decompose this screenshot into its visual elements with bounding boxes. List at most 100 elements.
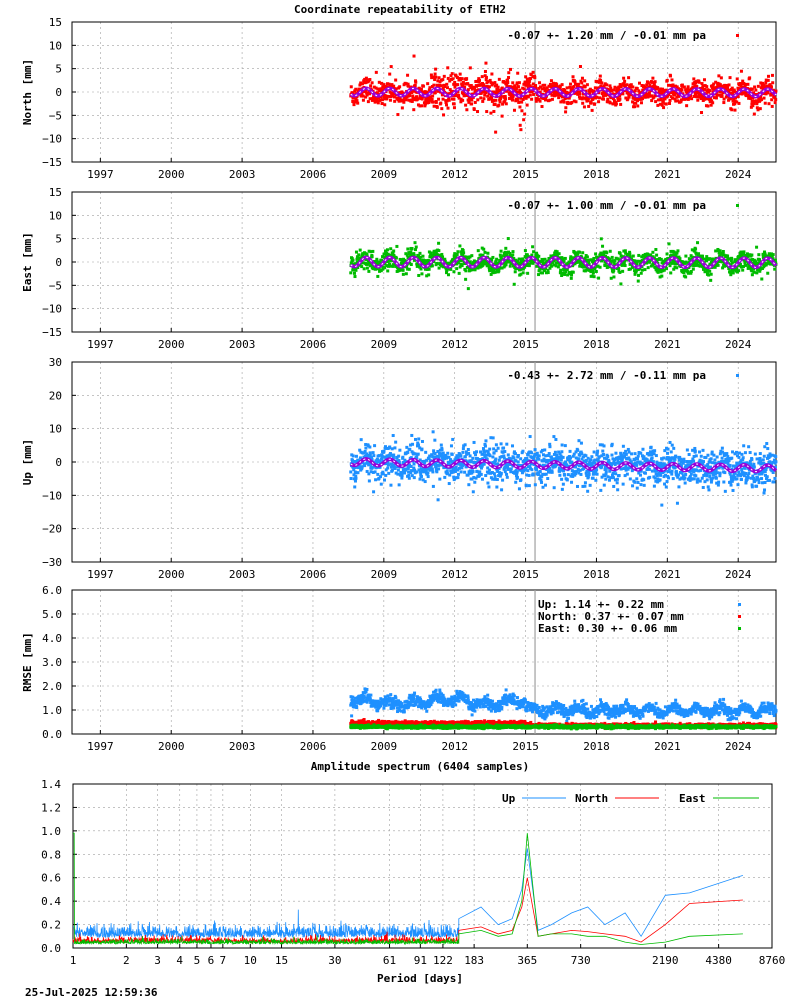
data-point [383, 249, 387, 253]
data-point [622, 76, 626, 80]
data-point [735, 100, 739, 104]
data-point [730, 86, 734, 90]
data-point [507, 71, 511, 75]
data-point [723, 264, 727, 268]
data-point [410, 469, 414, 473]
data-point [726, 86, 730, 90]
data-point [583, 85, 587, 89]
data-point [656, 461, 660, 465]
data-point [750, 99, 754, 103]
data-point [687, 452, 691, 456]
data-point [493, 474, 497, 478]
data-point [672, 250, 676, 254]
data-point [679, 100, 683, 104]
data-point [717, 251, 721, 255]
data-point [702, 257, 706, 261]
data-point [530, 97, 534, 101]
data-point [483, 74, 487, 78]
data-point [583, 481, 587, 485]
data-point [769, 85, 773, 89]
data-point [372, 454, 376, 458]
data-point [404, 98, 408, 102]
data-point [479, 96, 483, 100]
data-point [538, 99, 542, 103]
data-point [659, 257, 663, 261]
data-point [370, 98, 374, 102]
data-point [572, 256, 576, 260]
data-point [376, 267, 380, 271]
data-point [573, 91, 577, 95]
data-point [360, 265, 364, 269]
data-point [686, 85, 690, 89]
data-point [596, 264, 600, 268]
data-point [470, 98, 474, 102]
data-point [647, 467, 651, 471]
data-point [513, 270, 517, 274]
data-point [429, 95, 433, 99]
data-point [706, 104, 710, 108]
data-point [445, 469, 449, 473]
data-point [537, 254, 541, 258]
data-point [419, 255, 423, 259]
data-point [752, 91, 756, 95]
data-point [444, 101, 448, 105]
data-point [576, 252, 580, 256]
data-point [436, 79, 440, 83]
data-point [680, 83, 684, 87]
data-point [469, 86, 473, 90]
data-point [394, 78, 398, 82]
data-point [550, 93, 554, 97]
data-point [634, 101, 638, 105]
data-point [566, 100, 570, 104]
data-point [461, 447, 465, 451]
data-point [679, 98, 683, 102]
data-point [401, 268, 405, 272]
data-point [461, 253, 465, 257]
data-point [356, 471, 360, 475]
data-point [490, 83, 494, 87]
data-point [750, 266, 754, 270]
x-tick-label: 2006 [300, 568, 327, 581]
data-point [458, 244, 462, 248]
data-point [623, 79, 627, 83]
data-point [653, 80, 657, 84]
data-point [492, 262, 496, 266]
data-point [711, 101, 715, 105]
data-point [377, 96, 381, 100]
data-point [391, 264, 395, 268]
data-point [524, 255, 528, 259]
data-point [482, 83, 486, 87]
data-point [474, 453, 478, 457]
data-point [464, 277, 468, 281]
data-point [680, 88, 684, 92]
data-point [361, 94, 365, 98]
data-point [409, 250, 413, 254]
data-point [602, 483, 606, 487]
data-point [720, 93, 724, 97]
data-point [506, 237, 510, 241]
data-point [407, 98, 411, 102]
data-point [541, 83, 545, 87]
data-point [390, 92, 394, 96]
data-point [635, 87, 639, 91]
data-point [554, 437, 558, 441]
data-point [758, 107, 762, 111]
data-point [481, 253, 485, 257]
data-point [594, 252, 598, 256]
data-point [673, 84, 677, 88]
data-point [430, 264, 434, 268]
data-point [619, 102, 623, 106]
data-point [353, 485, 357, 489]
data-point [447, 96, 451, 100]
data-point [558, 84, 562, 88]
data-point [614, 451, 618, 455]
data-point [548, 266, 552, 270]
data-point [508, 85, 512, 89]
data-point [479, 91, 483, 95]
data-point [755, 271, 759, 275]
data-point [564, 270, 568, 274]
data-point [423, 90, 427, 94]
data-point [523, 112, 527, 116]
data-point [368, 445, 372, 449]
data-point [545, 86, 549, 90]
